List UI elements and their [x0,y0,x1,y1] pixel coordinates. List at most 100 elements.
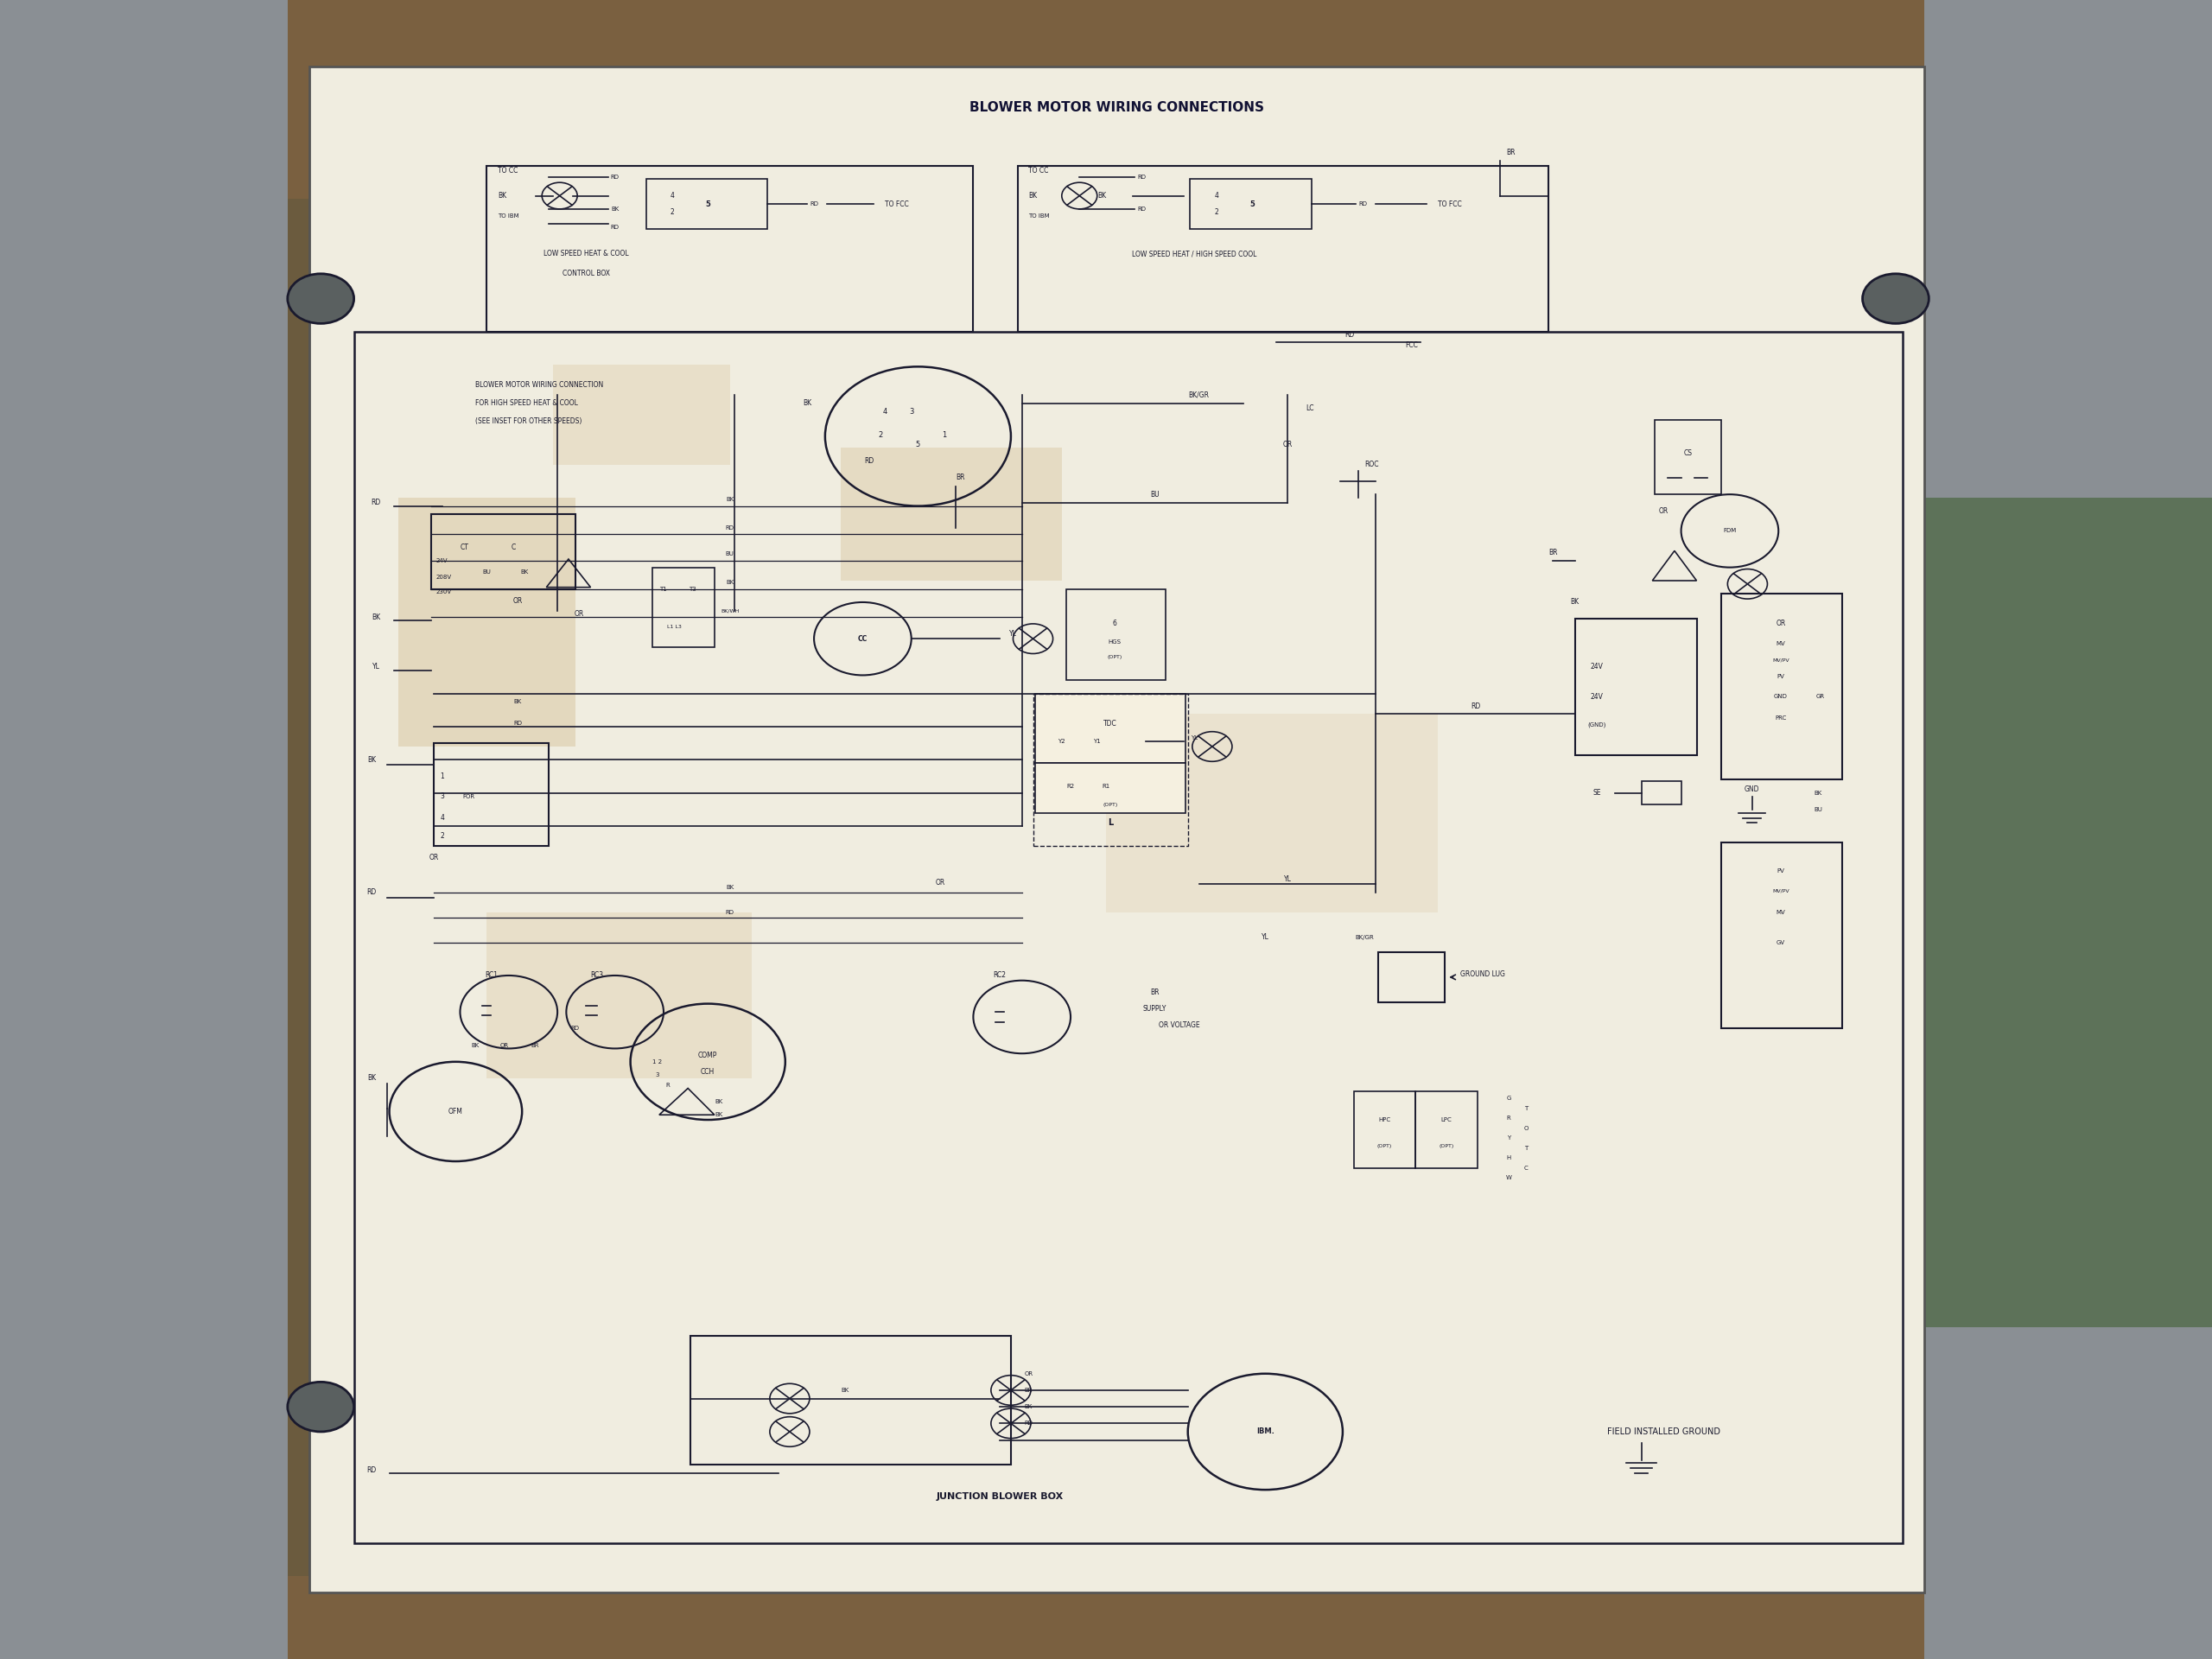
Text: Y: Y [1506,1135,1511,1141]
Polygon shape [487,912,752,1078]
Text: OR: OR [1659,508,1668,514]
Text: BK: BK [726,496,734,503]
Text: BK/GR: BK/GR [1188,392,1210,398]
Text: RC2: RC2 [993,972,1006,979]
Text: BK: BK [1097,192,1106,199]
Bar [1655,420,1721,494]
Text: 4: 4 [1214,192,1219,199]
Text: MV: MV [1776,909,1785,916]
Text: 24V: 24V [436,557,447,564]
Text: MV/PV: MV/PV [1772,889,1790,893]
Text: 24V: 24V [1590,693,1604,700]
Text: OFM: OFM [449,1108,462,1115]
Text: BK: BK [513,698,522,705]
Text: GR: GR [1816,693,1825,700]
Text: COMP: COMP [699,1052,717,1058]
Bar [288,1576,1924,1659]
Circle shape [1863,274,1929,324]
Text: RD: RD [611,174,619,181]
Bar [646,179,768,229]
Text: RD: RD [1358,201,1367,207]
Text: BR: BR [1506,149,1515,156]
Text: OR: OR [1776,620,1785,627]
Text: 208V: 208V [436,574,451,581]
Text: BK: BK [1814,790,1823,796]
Circle shape [288,1382,354,1432]
Text: 3: 3 [440,793,445,800]
Text: TO IBM: TO IBM [498,212,520,219]
Text: RD: RD [611,224,619,231]
Text: (OPT): (OPT) [1108,655,1121,659]
Text: BLOWER MOTOR WIRING CONNECTION: BLOWER MOTOR WIRING CONNECTION [476,382,604,388]
Text: BK: BK [803,400,812,406]
Text: BK: BK [520,569,529,576]
Text: BR: BR [531,1042,540,1048]
Text: PV: PV [1776,868,1785,874]
Text: CCH: CCH [701,1068,714,1075]
Text: LC: LC [1305,405,1314,411]
Text: TDC: TDC [1104,720,1117,727]
Bar [1066,589,1166,680]
Text: 3: 3 [909,408,914,415]
Text: 2: 2 [878,431,883,438]
Text: RD: RD [1471,703,1480,710]
Text: RC3: RC3 [591,972,604,979]
Bar [0,0,288,1659]
Text: GROUND LUG: GROUND LUG [1460,971,1504,977]
Text: CS: CS [1683,450,1692,456]
Text: G: G [1506,1095,1511,1102]
Text: C: C [1524,1165,1528,1171]
Text: R2: R2 [1066,783,1075,790]
Text: BK: BK [611,206,619,212]
Text: OR: OR [429,854,438,861]
Text: TO CC: TO CC [498,168,518,174]
Bar [1018,166,1548,332]
Text: RD: RD [513,720,522,727]
Text: T3: T3 [688,586,697,592]
Text: RD: RD [726,909,734,916]
Text: O: O [1524,1125,1528,1131]
Text: CC: CC [858,635,867,642]
Text: FCC: FCC [1405,342,1418,348]
Text: (GND): (GND) [1588,722,1606,728]
Text: BK: BK [367,757,376,763]
Text: RD: RD [367,1467,376,1473]
Text: OR: OR [513,597,522,604]
Text: BK: BK [726,579,734,586]
Bar [310,66,1924,1593]
Text: OR VOLTAGE: OR VOLTAGE [1159,1022,1199,1029]
Bar [487,166,973,332]
Text: R: R [666,1082,670,1088]
Polygon shape [398,498,575,747]
Bar [1641,781,1681,805]
Text: FDM: FDM [1723,528,1736,534]
Text: PRC: PRC [1774,715,1787,722]
Text: W: W [1506,1175,1511,1181]
Text: 230V: 230V [436,589,451,596]
Text: 3: 3 [655,1072,659,1078]
Text: RD: RD [571,1025,580,1032]
Bar [1035,763,1186,813]
Text: 4: 4 [883,408,887,415]
Polygon shape [841,448,1062,581]
Text: RD: RD [367,889,376,896]
Text: BK: BK [726,884,734,891]
Text: 5: 5 [1250,201,1254,207]
Text: H: H [1506,1155,1511,1161]
Text: TO FCC: TO FCC [1438,201,1462,207]
Polygon shape [553,365,730,465]
Text: BU: BU [482,569,491,576]
Text: OR: OR [1024,1370,1033,1377]
Text: 2: 2 [670,209,675,216]
Bar [354,332,1902,1543]
Text: HGS: HGS [1108,639,1121,645]
Text: C: C [511,544,515,551]
Text: RD: RD [1345,332,1354,338]
Text: Y2: Y2 [1057,738,1066,745]
Text: BK: BK [471,1042,480,1048]
Bar [1721,594,1843,780]
Text: (OPT): (OPT) [1378,1145,1391,1148]
Text: BU: BU [1814,806,1823,813]
Text: RD: RD [1137,174,1146,181]
Text: Y1: Y1 [1093,738,1102,745]
